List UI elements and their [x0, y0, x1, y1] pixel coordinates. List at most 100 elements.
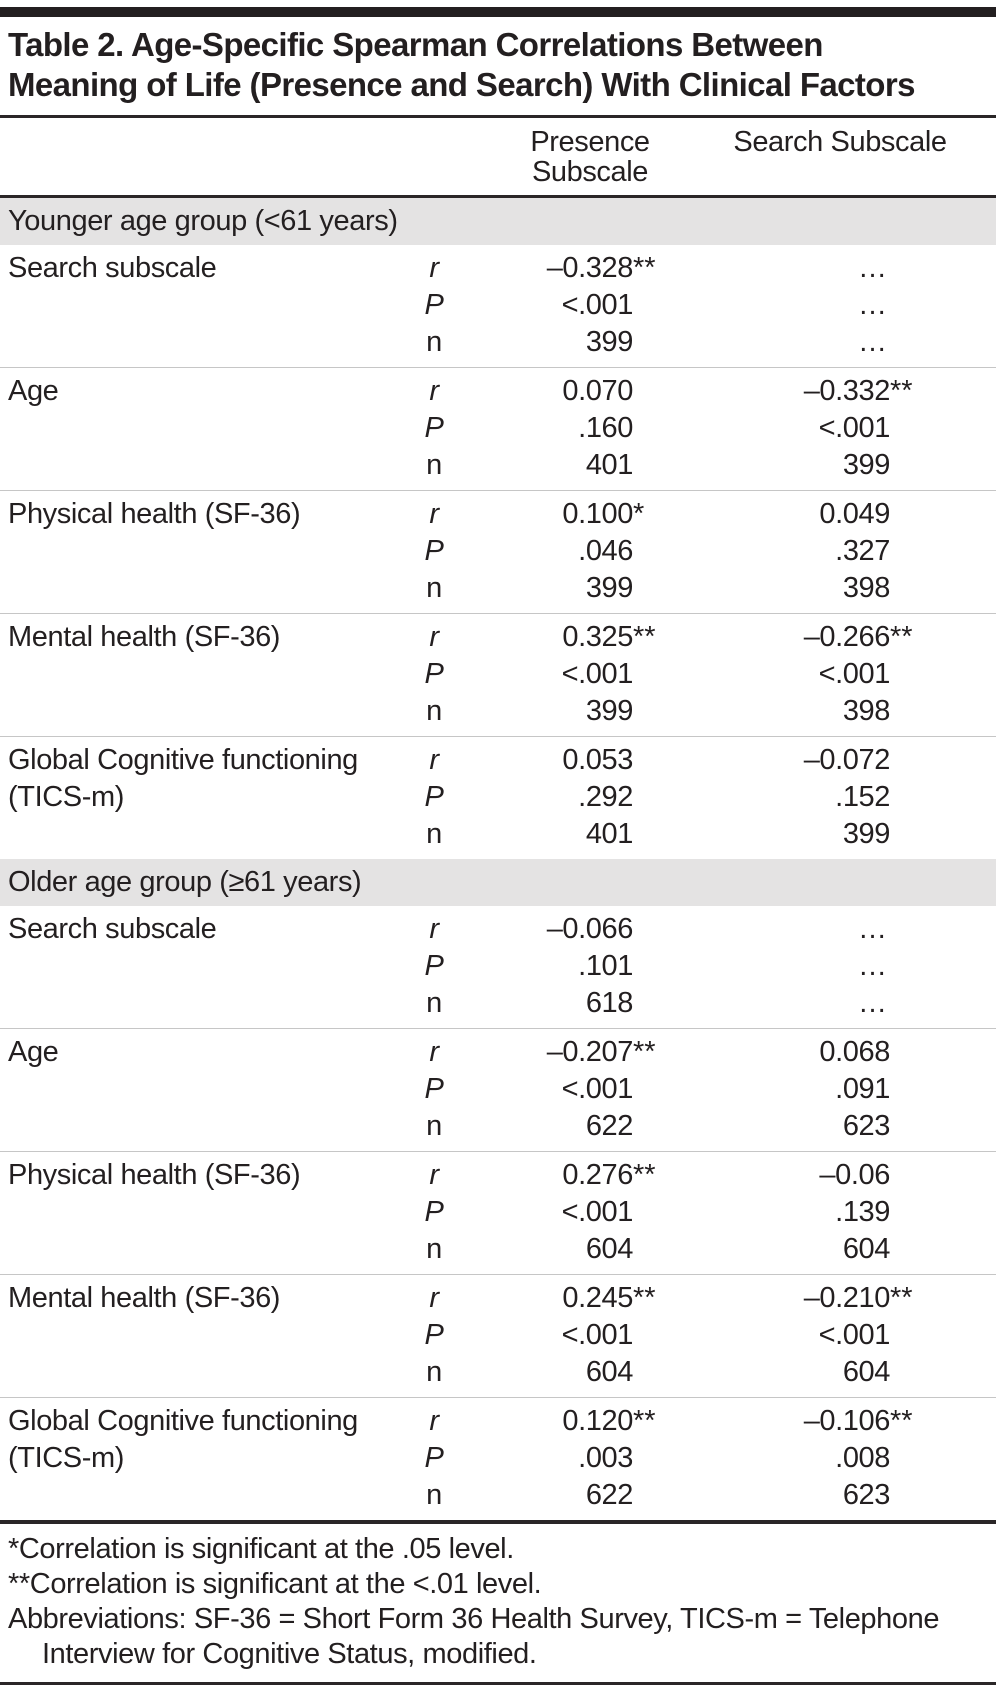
presence-value: 0.276	[562, 1159, 633, 1191]
header-spacer-stat-col	[398, 127, 470, 187]
search-value: 604	[842, 1356, 891, 1388]
presence-value: 399	[585, 695, 634, 727]
search-value-cell: …	[710, 250, 996, 287]
table-row: Global Cognitive functioning (TICS-m) r 0.…	[0, 1397, 996, 1520]
table-row: Age r –0.207 ** 0.068 P <.001 .091 n 622 623	[0, 1028, 996, 1151]
stat-label-P: P	[424, 1319, 444, 1351]
search-value-cell: 399	[710, 816, 996, 853]
stat-label-n: n	[426, 1479, 442, 1511]
factor-label: Global Cognitive functioning (TICS-m)	[8, 744, 358, 813]
search-value: …	[858, 326, 890, 358]
search-value: .139	[835, 1196, 890, 1228]
search-value: <.001	[818, 658, 891, 690]
search-value-cell: …	[710, 287, 996, 324]
stat-label-n: n	[426, 818, 442, 850]
presence-value-cell: 622	[470, 1477, 710, 1514]
presence-value: <.001	[561, 1319, 634, 1351]
factor-label: Mental health (SF-36)	[8, 1282, 281, 1314]
table-body: Younger age group (<61 years) Search subs…	[0, 198, 996, 1520]
search-value-cell: –0.266 **	[710, 619, 996, 656]
search-value: 623	[842, 1110, 891, 1142]
search-value: 399	[842, 818, 891, 850]
search-value: .091	[835, 1073, 890, 1105]
presence-value: –0.328	[546, 252, 634, 284]
table-row: Mental health (SF-36) r 0.325 ** –0.266 ** P <.…	[0, 613, 996, 736]
presence-value: <.001	[561, 658, 634, 690]
search-value: 623	[842, 1479, 891, 1511]
presence-value: <.001	[561, 1196, 634, 1228]
stat-label-n: n	[426, 1356, 442, 1388]
search-value: 604	[842, 1233, 891, 1265]
search-value: <.001	[818, 412, 891, 444]
stat-label-n: n	[426, 1110, 442, 1142]
presence-value-cell: 622	[470, 1108, 710, 1145]
presence-value: –0.207	[546, 1036, 634, 1068]
stat-label-r: r	[429, 1405, 439, 1437]
search-value-cell: 604	[710, 1231, 996, 1268]
search-value-cell: …	[710, 948, 996, 985]
stat-label-n: n	[426, 326, 442, 358]
presence-value-cell: –0.066	[470, 911, 710, 948]
table-title-line-1: Table 2. Age-Specific Spearman Correlati…	[8, 26, 823, 63]
search-value: …	[858, 289, 890, 321]
presence-value-cell: <.001	[470, 1071, 710, 1108]
factor-label: Age	[8, 375, 59, 407]
stat-label-P: P	[424, 658, 444, 690]
stat-label-r: r	[429, 1036, 439, 1068]
presence-value-cell: 604	[470, 1231, 710, 1268]
stat-label-P: P	[424, 950, 444, 982]
table-row: Physical health (SF-36) r 0.276 ** –0.06 P <.0…	[0, 1151, 996, 1274]
search-value: –0.106	[803, 1405, 891, 1437]
header-spacer-label-col	[0, 127, 398, 187]
stat-label-P: P	[424, 535, 444, 567]
search-value-cell: …	[710, 324, 996, 361]
body-bottom-rule	[0, 1520, 996, 1524]
presence-value: .046	[578, 535, 633, 567]
search-value-cell: 623	[710, 1108, 996, 1145]
presence-value: .003	[578, 1442, 633, 1474]
search-value-cell: 604	[710, 1354, 996, 1391]
search-value: …	[858, 987, 890, 1019]
stat-label-P: P	[424, 1073, 444, 1105]
presence-value-cell: <.001	[470, 287, 710, 324]
presence-value-cell: 399	[470, 693, 710, 730]
stat-label-r: r	[429, 1159, 439, 1191]
search-value: –0.266	[803, 621, 891, 653]
stat-label-r: r	[429, 375, 439, 407]
section-header-band: Older age group (≥61 years)	[0, 859, 996, 906]
presence-value: <.001	[561, 1073, 634, 1105]
presence-value: .160	[578, 412, 633, 444]
search-value: 398	[842, 572, 891, 604]
significance-asterisks: **	[633, 1036, 656, 1068]
presence-value: .101	[578, 950, 633, 982]
presence-value: 401	[585, 818, 634, 850]
presence-value: 604	[585, 1233, 634, 1265]
presence-value-cell: .292	[470, 779, 710, 816]
stat-label-n: n	[426, 572, 442, 604]
stat-label-n: n	[426, 449, 442, 481]
significance-asterisks: **	[890, 1282, 913, 1314]
search-value: .152	[835, 781, 890, 813]
footnotes: *Correlation is significant at the .05 l…	[0, 1524, 996, 1678]
presence-value-cell: <.001	[470, 1194, 710, 1231]
table-row: Physical health (SF-36) r 0.100 * 0.049 P .046…	[0, 490, 996, 613]
stat-label-r: r	[429, 1282, 439, 1314]
factor-label: Age	[8, 1036, 59, 1068]
search-value-cell: .139	[710, 1194, 996, 1231]
search-subscale-header: Search Subscale	[733, 126, 947, 158]
presence-value: 0.053	[562, 744, 633, 776]
search-value-cell: 0.068	[710, 1034, 996, 1071]
search-value: …	[858, 913, 890, 945]
footnote-line-1: *Correlation is significant at the .05 l…	[8, 1533, 514, 1565]
search-value: .008	[835, 1442, 890, 1474]
stat-label-r: r	[429, 621, 439, 653]
presence-value: 622	[585, 1479, 634, 1511]
top-rule	[0, 7, 996, 17]
presence-value-cell: .160	[470, 410, 710, 447]
footnote-line-4: Interview for Cognitive Status, modified…	[42, 1638, 537, 1670]
significance-asterisks: **	[633, 1159, 656, 1191]
factor-label: Search subscale	[8, 252, 217, 284]
presence-value-cell: 0.100 *	[470, 496, 710, 533]
factor-label: Physical health (SF-36)	[8, 498, 301, 530]
